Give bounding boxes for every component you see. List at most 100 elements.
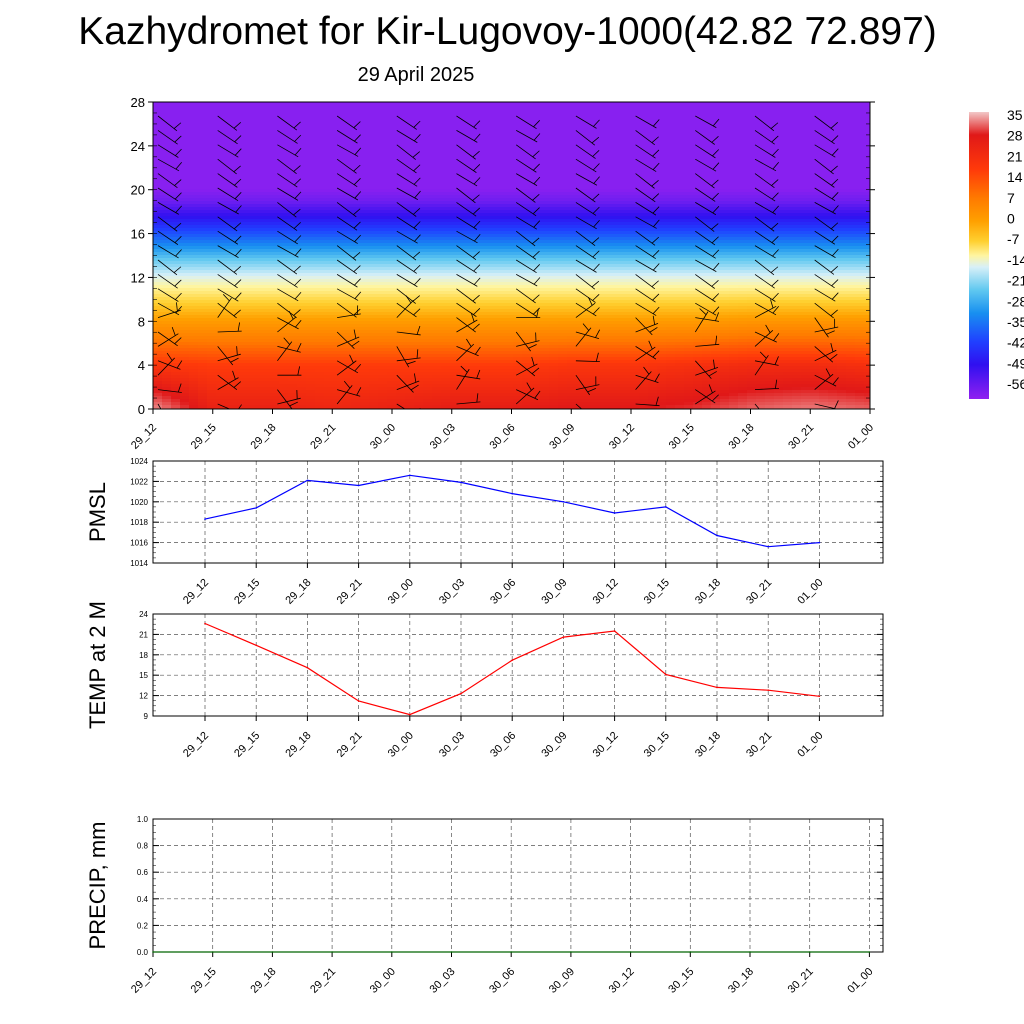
heatmap-cell (270, 105, 280, 109)
heatmap-cell (495, 147, 505, 151)
heatmap-cell (288, 279, 298, 283)
heatmap-cell (549, 327, 559, 331)
heatmap-cell (504, 285, 514, 289)
heatmap-cell (225, 336, 235, 340)
heatmap-cell (171, 327, 181, 331)
heatmap-cell (180, 183, 190, 187)
heatmap-cell (198, 348, 208, 352)
heatmap-cell (441, 234, 451, 238)
heatmap-cell (423, 348, 433, 352)
heatmap-cell (216, 375, 226, 379)
heatmap-cell (297, 288, 307, 292)
heatmap-cell (225, 288, 235, 292)
heatmap-cell (279, 156, 289, 160)
heatmap-cell (513, 306, 523, 310)
heatmap-cell (171, 258, 181, 262)
heatmap-cell (468, 222, 478, 226)
heatmap-cell (342, 288, 352, 292)
heatmap-cell (459, 222, 469, 226)
heatmap-cell (333, 324, 343, 328)
heatmap-cell (279, 225, 289, 229)
heatmap-cell (477, 357, 487, 361)
heatmap-cell (459, 252, 469, 256)
heatmap-cell (216, 363, 226, 367)
heatmap-cell (216, 243, 226, 247)
heatmap-cell (342, 255, 352, 259)
heatmap-cell (531, 378, 541, 382)
heatmap-cell (234, 192, 244, 196)
heatmap-cell (324, 246, 334, 250)
heatmap-cell (387, 234, 397, 238)
heatmap-cell (306, 249, 316, 253)
heatmap-cell (522, 135, 532, 139)
heatmap-cell (207, 102, 217, 106)
heatmap-cell (270, 147, 280, 151)
heatmap-cell (351, 390, 361, 394)
heatmap-cell (225, 171, 235, 175)
heatmap-cell (558, 384, 568, 388)
heatmap-cell (522, 234, 532, 238)
heatmap-cell (522, 339, 532, 343)
heatmap-cell (162, 180, 172, 184)
heatmap-cell (504, 303, 514, 307)
heatmap-cell (153, 252, 163, 256)
heatmap-cell (297, 228, 307, 232)
heatmap-cell (333, 126, 343, 130)
heatmap-cell (414, 132, 424, 136)
heatmap-cell (531, 228, 541, 232)
heatmap-cell (567, 345, 577, 349)
heatmap-cell (468, 399, 478, 403)
heatmap-cell (360, 150, 370, 154)
heatmap-cell (315, 321, 325, 325)
heatmap-cell (504, 189, 514, 193)
heatmap-cell (540, 117, 550, 121)
heatmap-cell (270, 132, 280, 136)
heatmap-cell (333, 255, 343, 259)
heatmap-cell (432, 231, 442, 235)
heatmap-cell (225, 321, 235, 325)
heatmap-cell (198, 258, 208, 262)
heatmap-cell (369, 306, 379, 310)
heatmap-cell (324, 315, 334, 319)
heatmap-cell (396, 243, 406, 247)
heatmap-cell (243, 153, 253, 157)
heatmap-cell (504, 315, 514, 319)
heatmap-cell (405, 165, 415, 169)
heatmap-cell (261, 360, 271, 364)
heatmap-cell (486, 399, 496, 403)
heatmap-cell (252, 267, 262, 271)
heatmap-cell (171, 102, 181, 106)
heatmap-cell (315, 318, 325, 322)
heatmap-cell (225, 387, 235, 391)
heatmap-cell (441, 342, 451, 346)
heatmap-cell (450, 336, 460, 340)
heatmap-cell (297, 309, 307, 313)
heatmap-cell (279, 138, 289, 142)
heatmap-cell (171, 231, 181, 235)
heatmap-cell (540, 369, 550, 373)
heatmap-cell (153, 153, 163, 157)
heatmap-cell (189, 102, 199, 106)
heatmap-cell (225, 393, 235, 397)
heatmap-cell (414, 303, 424, 307)
heatmap-cell (378, 147, 388, 151)
heatmap-cell (585, 126, 595, 130)
heatmap-cell (243, 207, 253, 211)
heatmap-cell (450, 372, 460, 376)
heatmap-cell (270, 252, 280, 256)
heatmap-cell (468, 384, 478, 388)
heatmap-cell (441, 249, 451, 253)
heatmap-cell (486, 132, 496, 136)
heatmap-cell (504, 135, 514, 139)
heatmap-cell (486, 360, 496, 364)
heatmap-cell (261, 135, 271, 139)
heatmap-cell (261, 138, 271, 142)
heatmap-cell (522, 189, 532, 193)
heatmap-cell (450, 180, 460, 184)
heatmap-cell (504, 198, 514, 202)
heatmap-cell (504, 399, 514, 403)
heatmap-cell (252, 192, 262, 196)
heatmap-cell (405, 333, 415, 337)
heatmap-cell (216, 108, 226, 112)
heatmap-cell (252, 309, 262, 313)
